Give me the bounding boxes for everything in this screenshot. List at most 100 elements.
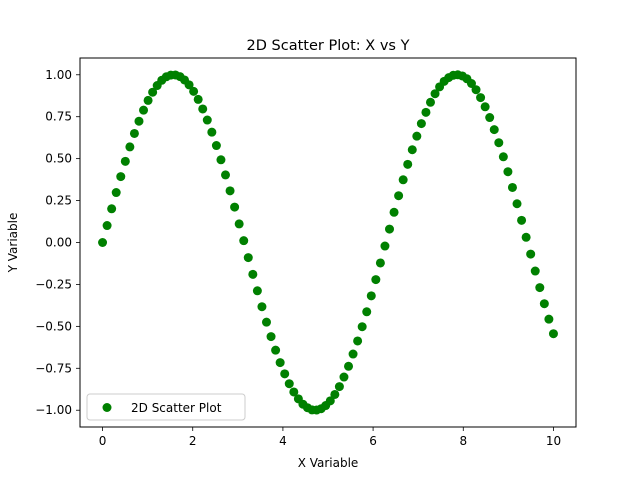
data-points <box>98 70 558 415</box>
data-point <box>517 215 527 225</box>
data-point <box>466 78 476 88</box>
data-point <box>330 389 340 399</box>
data-point <box>334 382 344 392</box>
data-point <box>489 125 499 135</box>
data-point <box>530 266 540 276</box>
data-point <box>548 329 558 339</box>
data-point <box>211 141 221 151</box>
data-point <box>380 241 390 251</box>
y-tick-label: 0.00 <box>45 236 72 250</box>
y-tick-label: 0.50 <box>45 152 72 166</box>
y-tick-label: 1.00 <box>45 68 72 82</box>
data-point <box>280 369 290 379</box>
data-point <box>148 87 158 97</box>
data-point <box>266 332 276 342</box>
data-point <box>120 156 130 166</box>
data-point <box>243 253 253 263</box>
data-point <box>421 107 431 117</box>
data-point <box>339 372 349 382</box>
data-point <box>503 167 513 177</box>
data-point <box>526 249 536 259</box>
data-point <box>125 142 135 152</box>
x-tick-label: 6 <box>369 434 377 448</box>
data-point <box>234 219 244 229</box>
data-point <box>498 152 508 162</box>
data-point <box>129 128 139 138</box>
legend-marker <box>102 403 112 412</box>
data-point <box>198 104 208 114</box>
data-point <box>353 336 363 346</box>
x-axis-label: X Variable <box>298 456 359 470</box>
x-tick-label: 2 <box>189 434 197 448</box>
y-tick-label: −1.00 <box>35 403 72 417</box>
y-tick-label: −0.25 <box>35 277 72 291</box>
data-point <box>207 127 217 137</box>
plot-frame <box>79 57 577 428</box>
data-point <box>193 94 203 104</box>
y-tick-label: 0.25 <box>45 194 72 208</box>
data-point <box>485 113 495 123</box>
data-point <box>494 138 504 148</box>
data-point <box>230 202 240 212</box>
data-point <box>512 199 522 209</box>
data-point <box>521 232 531 242</box>
data-point <box>348 349 358 359</box>
data-point <box>425 97 435 107</box>
data-point <box>412 131 422 141</box>
y-tick-label: −0.50 <box>35 319 72 333</box>
data-point <box>480 102 490 112</box>
data-point <box>471 85 481 95</box>
data-point <box>248 269 258 279</box>
x-tick-label: 4 <box>279 434 287 448</box>
data-point <box>271 345 281 355</box>
data-point <box>239 236 249 246</box>
data-point <box>116 172 126 182</box>
data-point <box>221 170 231 180</box>
data-point <box>344 361 354 371</box>
data-point <box>216 155 226 165</box>
legend-label: 2D Scatter Plot <box>131 401 222 415</box>
legend: 2D Scatter Plot <box>86 393 246 421</box>
x-axis-ticks: 0 2 4 6 8 10 <box>99 427 561 448</box>
y-axis-label: Y Variable <box>6 213 20 274</box>
data-point <box>430 89 440 99</box>
data-point <box>394 191 404 201</box>
data-point <box>107 204 117 214</box>
data-point <box>134 116 144 126</box>
x-tick-label: 10 <box>546 434 561 448</box>
data-point <box>366 291 376 301</box>
plot-area <box>80 58 576 427</box>
data-point <box>357 322 367 332</box>
data-point <box>375 258 385 268</box>
data-point <box>403 159 413 169</box>
data-point <box>362 307 372 317</box>
data-point <box>252 286 262 296</box>
chart-title: 2D Scatter Plot: X vs Y <box>247 38 410 54</box>
x-tick-label: 0 <box>99 434 107 448</box>
data-point <box>143 95 153 105</box>
data-point <box>371 275 381 285</box>
data-point <box>261 317 271 327</box>
data-point <box>102 221 112 231</box>
data-point <box>325 396 335 406</box>
data-point <box>407 145 417 155</box>
data-point <box>385 224 395 234</box>
data-point <box>416 119 426 129</box>
data-point <box>539 299 549 309</box>
data-point <box>275 358 285 368</box>
data-point <box>98 238 108 247</box>
x-tick-label: 8 <box>459 434 467 448</box>
data-point <box>202 115 212 125</box>
data-point <box>507 182 517 192</box>
data-point <box>289 387 299 397</box>
data-point <box>284 379 294 389</box>
data-point <box>389 207 399 217</box>
data-point <box>184 80 194 90</box>
data-point <box>544 314 554 324</box>
data-point <box>225 186 235 196</box>
y-tick-label: −0.75 <box>35 361 72 375</box>
data-point <box>139 105 149 115</box>
data-point <box>535 283 545 293</box>
data-point <box>476 93 486 103</box>
